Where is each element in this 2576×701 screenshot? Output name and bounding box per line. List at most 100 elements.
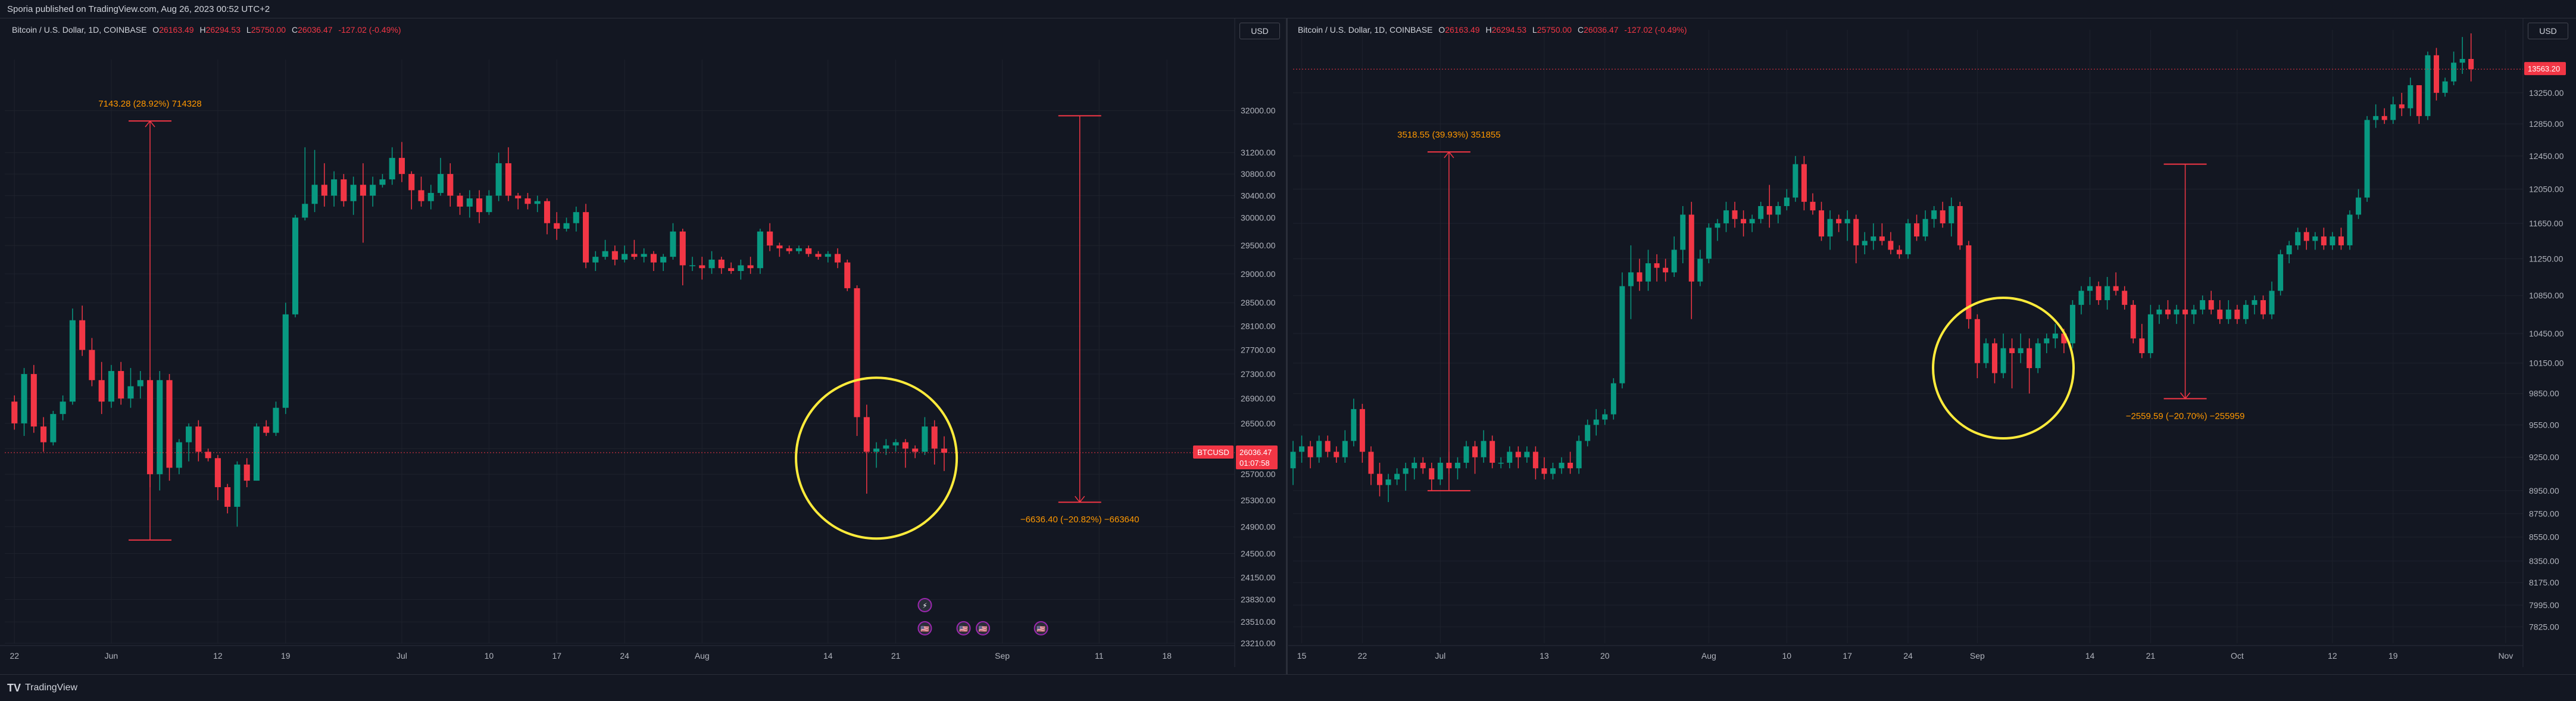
candle-body <box>2425 55 2431 116</box>
candle-body <box>1359 409 1365 452</box>
candle <box>2113 272 2119 296</box>
candle <box>389 147 395 185</box>
candle-body <box>2286 245 2292 254</box>
candle-body <box>592 257 599 263</box>
x-tick-label: 21 <box>891 651 901 661</box>
currency-button-left[interactable]: USD <box>1239 23 1280 39</box>
candle-body <box>398 158 405 175</box>
candle <box>408 171 415 210</box>
candle-body <box>2381 116 2387 120</box>
ohlc-legend-left: Bitcoin / U.S. Dollar, 1D, COINBASE O261… <box>12 25 401 35</box>
candle <box>2295 228 2301 250</box>
measure-label: −2559.59 (−20.70%) −255959 <box>2126 411 2245 421</box>
candle-body <box>1368 451 1374 474</box>
candle-body <box>1905 223 1911 254</box>
candle <box>1359 404 1365 463</box>
candle-body <box>2260 300 2266 314</box>
candle-body <box>1507 451 1513 463</box>
candle <box>1983 338 1989 369</box>
candle <box>1576 435 1582 474</box>
candle-body <box>1403 468 1409 474</box>
candle-body <box>2200 300 2206 310</box>
candle <box>341 174 347 207</box>
candle <box>1784 189 1790 211</box>
candle <box>1593 409 1599 436</box>
candle-body <box>622 254 628 260</box>
candle-body <box>534 201 541 204</box>
y-tick-label: 8750.00 <box>2529 509 2559 518</box>
y-tick-label: 24500.00 <box>1241 549 1276 558</box>
measure-arrow <box>1444 151 1454 158</box>
candle <box>2390 96 2396 124</box>
candle-body <box>544 201 551 223</box>
candle <box>757 229 763 274</box>
candle-body <box>1871 236 1876 241</box>
candle-body <box>1576 441 1582 469</box>
candle-body <box>2122 291 2128 305</box>
candle <box>1818 201 1825 241</box>
price-range-measure: −6636.40 (−20.82%) −663640 <box>1020 115 1139 525</box>
candle-body <box>350 185 357 201</box>
candle <box>583 204 589 269</box>
x-tick-label: 17 <box>1843 651 1852 661</box>
candle <box>273 401 279 436</box>
candle-body <box>1844 219 1850 223</box>
candle <box>1688 201 1694 319</box>
candle-body <box>2364 120 2370 198</box>
candle-body <box>1949 205 1954 223</box>
y-tick-label: 8950.00 <box>2529 486 2559 496</box>
candle <box>2356 189 2362 219</box>
candle <box>1827 210 1833 250</box>
candle-body <box>127 386 134 399</box>
tradingview-logo-icon[interactable]: TV <box>7 682 21 694</box>
candle-body <box>844 262 851 288</box>
event-marker-glyph: 🇺🇸 <box>979 625 988 633</box>
candle <box>11 395 18 430</box>
candle-body <box>2217 309 2223 319</box>
x-tick-label: 24 <box>620 651 629 661</box>
candle-body <box>360 185 366 196</box>
chart-pane-left[interactable]: 32000.00 31200.00 30800.00 30400.00 30000.00… <box>0 18 1288 674</box>
candle <box>1810 193 1816 215</box>
y-tick-label: 7825.00 <box>2529 622 2559 632</box>
candle-body <box>1325 441 1331 452</box>
brand-label[interactable]: TradingView <box>25 683 78 693</box>
candle <box>554 212 560 240</box>
candle-body <box>892 442 899 445</box>
candle-body <box>427 192 434 201</box>
candle <box>1905 219 1911 259</box>
candle <box>524 192 531 210</box>
currency-button-right[interactable]: USD <box>2528 23 2568 39</box>
chart-canvas-right[interactable]: 13250.00 12850.00 12450.00 12050.00 11650.00… <box>1288 18 2576 674</box>
candle-body <box>438 174 444 193</box>
candle <box>892 439 899 452</box>
candle <box>1974 314 1980 378</box>
x-tick-label: Oct <box>2231 651 2244 661</box>
chart-canvas-left[interactable]: 32000.00 31200.00 30800.00 30400.00 30000.00… <box>0 18 1286 674</box>
candle <box>1922 210 1928 241</box>
x-tick-label: 24 <box>1903 651 1913 661</box>
candle <box>2139 323 2145 359</box>
candle <box>505 147 511 201</box>
candle <box>708 251 715 274</box>
candle-body <box>166 380 173 468</box>
open-value: 26163.49 <box>1445 25 1480 35</box>
candle-body <box>2321 236 2327 245</box>
candle-body <box>1541 468 1547 474</box>
chart-pane-right[interactable]: 13250.00 12850.00 12450.00 12050.00 11650.00… <box>1288 18 2576 674</box>
candle <box>2069 300 2075 348</box>
y-tick-label: 23830.00 <box>1241 595 1276 605</box>
candle-body <box>670 231 676 257</box>
candle-body <box>495 163 502 196</box>
candle-body <box>660 257 667 263</box>
candle <box>1498 457 1504 469</box>
highlight-circle <box>1932 297 2075 440</box>
candle-body <box>466 198 473 207</box>
last-price-tag <box>1236 445 1278 469</box>
measure-label: 3518.55 (39.93%) 351855 <box>1397 130 1500 140</box>
candle-body <box>2191 309 2197 314</box>
measure-label: −6636.40 (−20.82%) −663640 <box>1020 515 1139 525</box>
candle-body <box>1394 473 1400 479</box>
y-tick-label: 10150.00 <box>2529 359 2564 368</box>
candle-body <box>2174 309 2180 314</box>
